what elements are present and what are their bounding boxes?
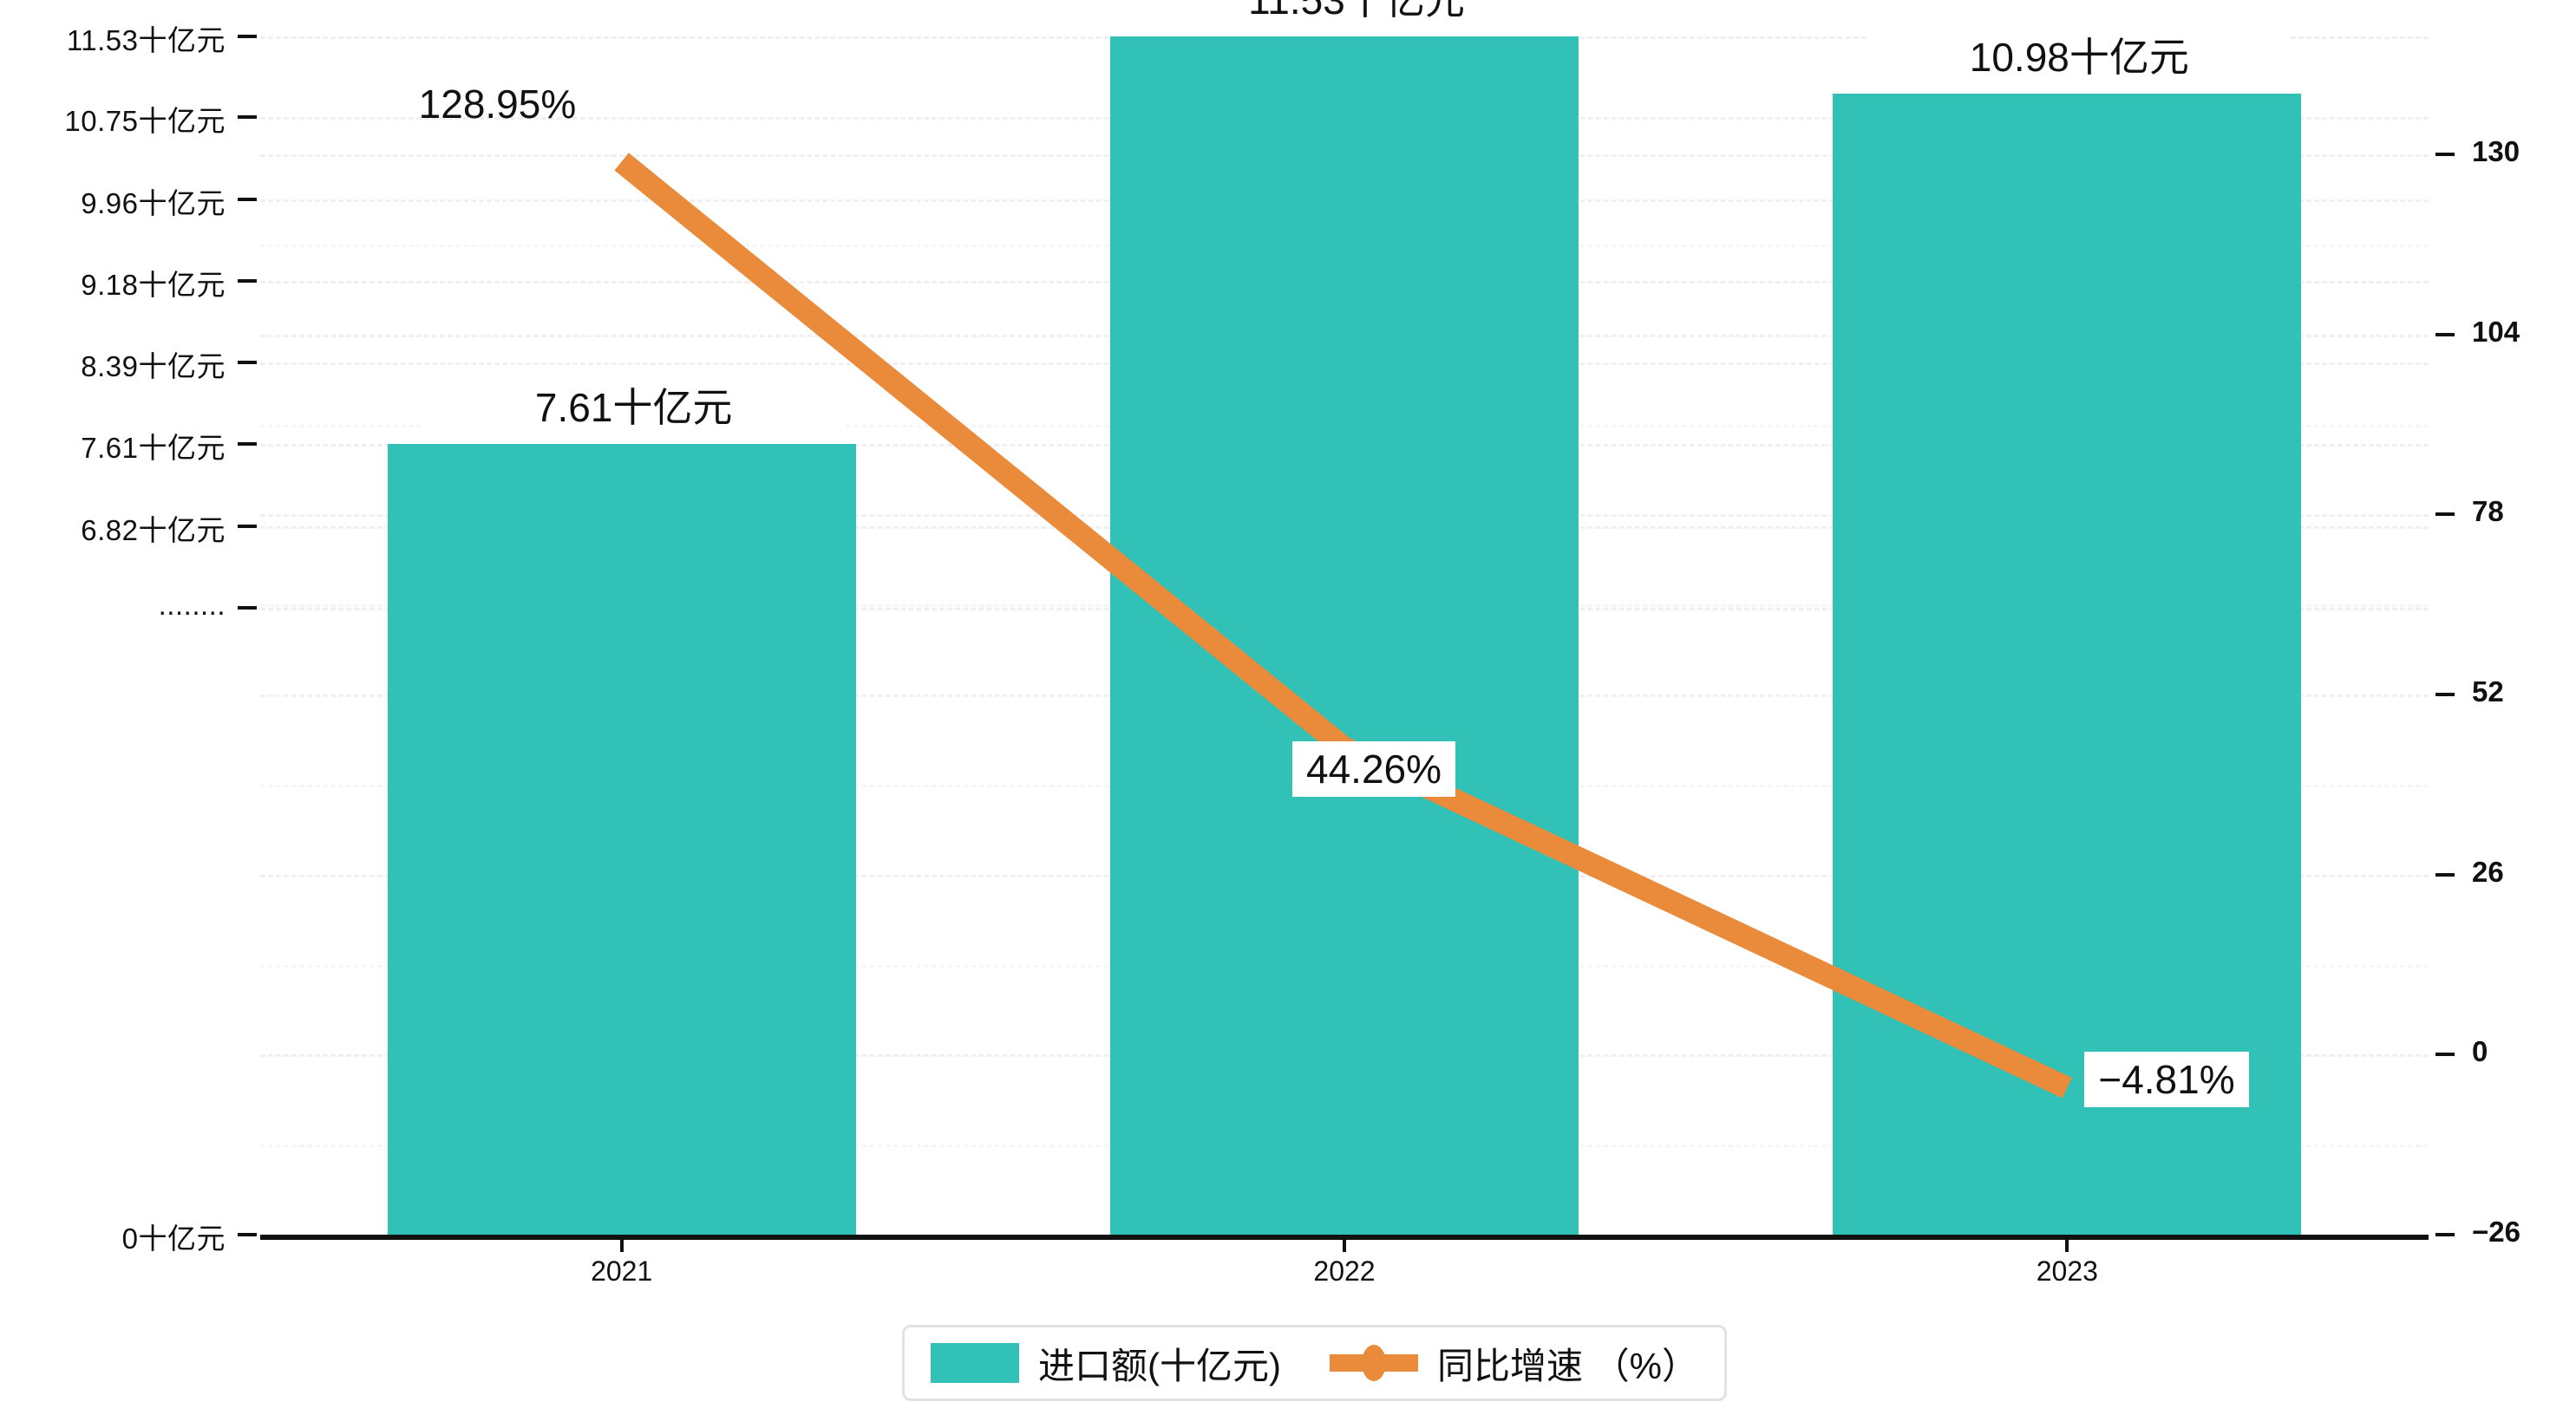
right-tick-label: 130 xyxy=(2472,135,2520,167)
line-marker-swatch-icon xyxy=(1329,1343,1418,1383)
right-tick-mark xyxy=(2435,332,2455,336)
left-tick-label: 7.61十亿元 xyxy=(81,431,226,464)
bar[interactable] xyxy=(1110,36,1579,1235)
left-tick-label: 8.39十亿元 xyxy=(81,350,226,383)
right-tick-label: −26 xyxy=(2472,1216,2520,1248)
legend-label-import-amount: 进口额(十亿元) xyxy=(1038,1345,1281,1386)
left-tick-label: 10.75十亿元 xyxy=(64,105,226,138)
left-tick-mark xyxy=(238,361,257,365)
right-tick-mark xyxy=(2435,1053,2455,1057)
legend-label-yoy-growth: 同比增速 （%） xyxy=(1436,1345,1698,1386)
left-tick-mark xyxy=(238,1233,257,1236)
left-tick-mark xyxy=(238,278,257,283)
line-value-label: −4.81% xyxy=(2084,1051,2249,1108)
left-tick-mark xyxy=(238,35,257,38)
x-axis-label: 2021 xyxy=(591,1255,653,1287)
right-tick-mark xyxy=(2435,512,2455,517)
left-tick-mark xyxy=(238,524,257,528)
bar-value-label: 11.53十亿元 xyxy=(1145,0,1568,27)
legend: 进口额(十亿元) 同比增速 （%） xyxy=(902,1325,1727,1401)
right-tick-label: 104 xyxy=(2472,315,2520,348)
left-tick-label: 6.82十亿元 xyxy=(81,513,226,546)
bar[interactable] xyxy=(387,443,856,1235)
bar-value-label: 10.98十亿元 xyxy=(1867,30,2292,84)
left-tick-label: 9.18十亿元 xyxy=(81,268,226,301)
legend-item-import-amount[interactable]: 进口额(十亿元) xyxy=(931,1337,1281,1390)
right-tick-mark xyxy=(2435,153,2455,156)
left-tick-mark xyxy=(238,115,257,120)
line-value-label: 44.26% xyxy=(1292,740,1456,798)
x-tick-mark xyxy=(2065,1235,2069,1252)
right-tick-mark xyxy=(2435,872,2455,877)
left-tick-label: 9.96十亿元 xyxy=(81,187,226,220)
legend-item-yoy-growth[interactable]: 同比增速 （%） xyxy=(1329,1337,1698,1390)
bar-swatch-icon xyxy=(931,1343,1019,1383)
right-tick-label: 52 xyxy=(2472,675,2504,708)
x-axis-label: 2023 xyxy=(2036,1255,2098,1287)
right-tick-label: 26 xyxy=(2472,855,2504,888)
x-tick-mark xyxy=(619,1235,624,1252)
right-tick-mark xyxy=(2435,1233,2455,1236)
line-value-label: 128.95% xyxy=(418,82,577,127)
left-tick-mark xyxy=(238,198,257,202)
left-tick-mark xyxy=(238,441,257,446)
right-tick-label: 78 xyxy=(2472,495,2504,528)
left-tick-label: 11.53十亿元 xyxy=(66,24,226,56)
x-tick-mark xyxy=(1343,1235,1346,1252)
left-tick-label: ........ xyxy=(158,589,226,622)
right-tick-label: 0 xyxy=(2472,1035,2488,1068)
x-axis-label: 2022 xyxy=(1313,1255,1376,1287)
bar-value-label: 7.61十亿元 xyxy=(422,381,846,434)
left-tick-mark xyxy=(238,606,257,610)
left-tick-label: 0十亿元 xyxy=(121,1223,226,1255)
right-tick-mark xyxy=(2435,693,2455,696)
